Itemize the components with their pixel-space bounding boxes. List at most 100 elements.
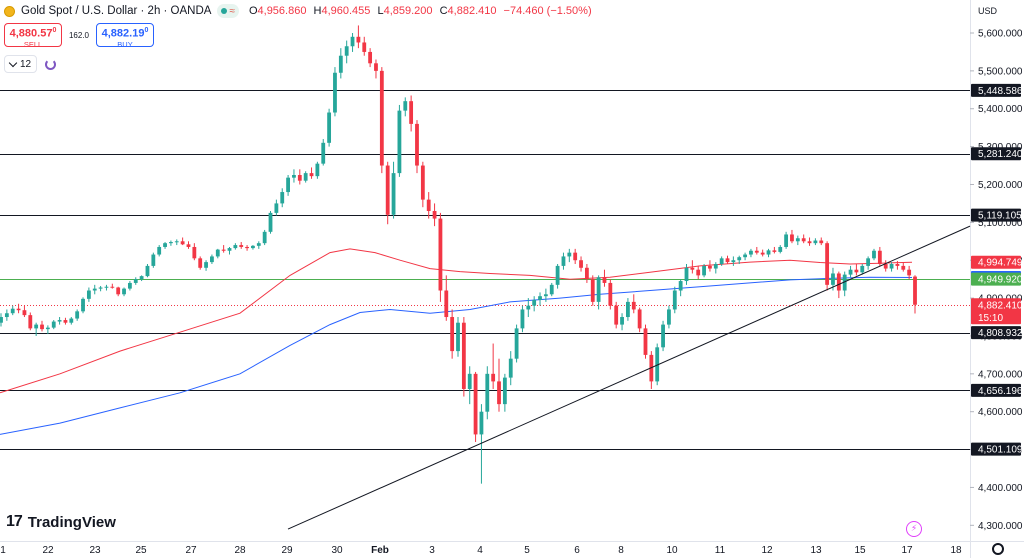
candle-body[interactable] xyxy=(327,112,332,143)
candle-body[interactable] xyxy=(848,269,853,275)
candle-body[interactable] xyxy=(139,276,144,280)
candle-body[interactable] xyxy=(75,311,80,319)
candle-body[interactable] xyxy=(602,277,607,283)
candle-body[interactable] xyxy=(795,238,800,242)
candle-body[interactable] xyxy=(127,282,132,289)
candle-body[interactable] xyxy=(819,240,824,244)
candle-body[interactable] xyxy=(415,123,419,166)
candle-body[interactable] xyxy=(385,165,390,215)
candle-body[interactable] xyxy=(104,286,109,288)
candle-body[interactable] xyxy=(731,260,736,263)
candle-body[interactable] xyxy=(198,258,203,268)
candle-body[interactable] xyxy=(479,411,484,435)
candle-body[interactable] xyxy=(561,256,566,266)
candle-body[interactable] xyxy=(913,276,917,305)
candle-body[interactable] xyxy=(702,265,706,276)
candle-body[interactable] xyxy=(374,63,378,71)
sell-button[interactable]: 4,880.570 SELL xyxy=(4,23,62,49)
candle-body[interactable] xyxy=(573,252,578,261)
candle-body[interactable] xyxy=(538,296,542,300)
candle-body[interactable] xyxy=(356,36,361,43)
candle-body[interactable] xyxy=(98,287,103,289)
candle-body[interactable] xyxy=(895,264,900,266)
candle-body[interactable] xyxy=(473,373,478,435)
candle-body[interactable] xyxy=(81,298,85,312)
candle-body[interactable] xyxy=(567,252,572,257)
candle-body[interactable] xyxy=(831,273,835,285)
candle-body[interactable] xyxy=(643,328,648,355)
candle-body[interactable] xyxy=(157,246,162,255)
candle-body[interactable] xyxy=(678,281,683,291)
candle-body[interactable] xyxy=(497,381,501,405)
candle-body[interactable] xyxy=(579,260,583,268)
candle-body[interactable] xyxy=(608,282,613,306)
candle-body[interactable] xyxy=(245,246,249,249)
candle-body[interactable] xyxy=(696,269,701,276)
candle-body[interactable] xyxy=(303,173,308,181)
candle-body[interactable] xyxy=(708,265,712,269)
candle-body[interactable] xyxy=(0,317,3,323)
candle-body[interactable] xyxy=(163,243,167,247)
candle-body[interactable] xyxy=(221,249,226,251)
candle-body[interactable] xyxy=(63,320,68,323)
candle-body[interactable] xyxy=(22,310,27,316)
candle-body[interactable] xyxy=(40,324,44,330)
candle-body[interactable] xyxy=(860,265,865,273)
candle-body[interactable] xyxy=(901,265,906,270)
candle-body[interactable] xyxy=(426,199,431,211)
gear-icon[interactable] xyxy=(992,543,1004,555)
candle-body[interactable] xyxy=(186,244,191,247)
candle-body[interactable] xyxy=(368,51,373,64)
candle-body[interactable] xyxy=(227,248,232,251)
candle-body[interactable] xyxy=(274,203,279,213)
candle-body[interactable] xyxy=(655,347,660,382)
candle-body[interactable] xyxy=(801,238,806,242)
candle-body[interactable] xyxy=(280,192,285,204)
candle-body[interactable] xyxy=(737,257,742,261)
candle-body[interactable] xyxy=(391,173,396,215)
candle-body[interactable] xyxy=(333,72,337,113)
candle-body[interactable] xyxy=(532,299,537,306)
refresh-icon[interactable] xyxy=(45,58,57,70)
candle-body[interactable] xyxy=(743,254,747,258)
candle-body[interactable] xyxy=(502,377,507,405)
candle-body[interactable] xyxy=(778,246,783,252)
candle-body[interactable] xyxy=(292,175,296,178)
candle-body[interactable] xyxy=(315,163,320,177)
candle-body[interactable] xyxy=(321,142,326,164)
candle-body[interactable] xyxy=(51,321,56,328)
candle-body[interactable] xyxy=(10,308,15,314)
candle-body[interactable] xyxy=(514,328,519,359)
candle-body[interactable] xyxy=(57,320,62,322)
candle-body[interactable] xyxy=(883,264,888,269)
candle-body[interactable] xyxy=(92,288,97,291)
candle-body[interactable] xyxy=(309,173,314,177)
currency-selector[interactable]: USD xyxy=(978,6,998,16)
candle-body[interactable] xyxy=(444,290,449,318)
candle-body[interactable] xyxy=(262,231,267,244)
candle-body[interactable] xyxy=(813,240,818,244)
candle-body[interactable] xyxy=(69,318,74,323)
candle-body[interactable] xyxy=(790,234,794,242)
candle-body[interactable] xyxy=(438,218,443,291)
candle-body[interactable] xyxy=(268,212,273,232)
candle-body[interactable] xyxy=(16,308,21,311)
candle-body[interactable] xyxy=(866,258,871,266)
candle-body[interactable] xyxy=(596,277,601,302)
candle-body[interactable] xyxy=(397,110,402,174)
candle-body[interactable] xyxy=(297,175,302,181)
market-status[interactable]: ≈ xyxy=(217,4,239,18)
candle-body[interactable] xyxy=(239,245,244,247)
candle-body[interactable] xyxy=(584,267,589,280)
candle-body[interactable] xyxy=(690,267,695,270)
candle-body[interactable] xyxy=(684,267,689,282)
trend-line[interactable] xyxy=(287,225,971,530)
candle-body[interactable] xyxy=(485,373,490,412)
candle-body[interactable] xyxy=(420,165,425,200)
candle-body[interactable] xyxy=(362,42,367,52)
candle-body[interactable] xyxy=(549,284,554,295)
candle-body[interactable] xyxy=(4,313,9,318)
candle-body[interactable] xyxy=(86,290,91,299)
candle-body[interactable] xyxy=(210,256,214,263)
buy-button[interactable]: 4,882.190 BUY xyxy=(96,23,154,49)
